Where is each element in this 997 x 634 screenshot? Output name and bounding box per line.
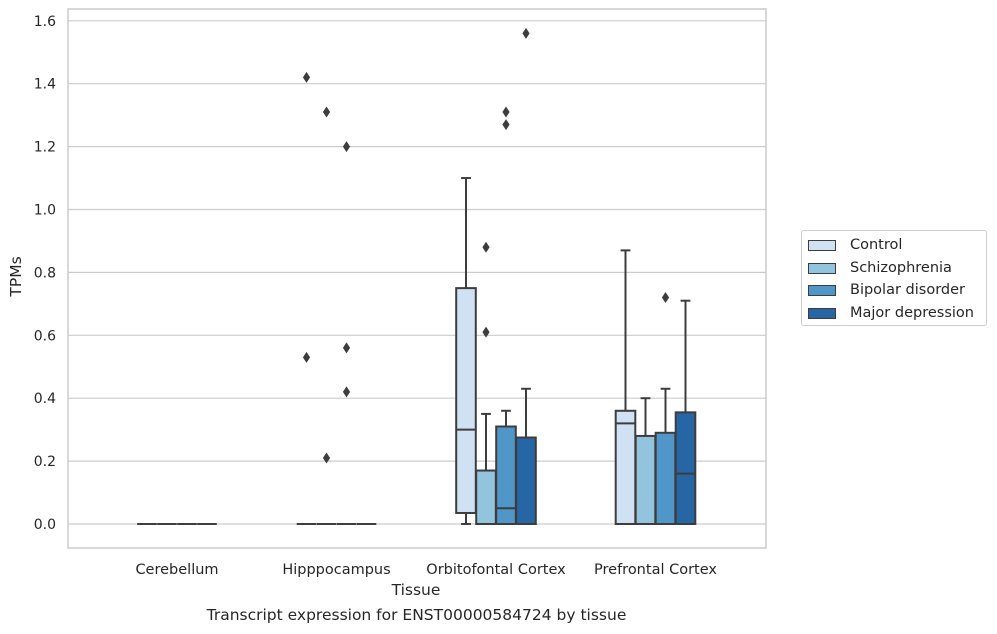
y-tick-label: 1.2 <box>34 140 56 156</box>
x-axis-label: Tissue <box>391 581 441 599</box>
outlier-bipolar-disorder-prefrontal-cortex <box>661 292 670 304</box>
y-tick-label: 1.0 <box>34 203 56 219</box>
legend-item-control: Control <box>808 235 902 255</box>
y-axis-label: TPMs <box>7 256 25 297</box>
chart-caption: Transcript expression for ENST0000058472… <box>206 606 627 624</box>
box-control-prefrontal-cortex <box>614 409 637 525</box>
box-bipolar-disorder-prefrontal-cortex <box>654 431 677 526</box>
legend-label-major-depression: Major depression <box>850 305 974 321</box>
y-tick-label: 0.8 <box>34 265 56 281</box>
outlier-control-hipppocampus <box>302 351 311 363</box>
legend-label-control: Control <box>850 237 903 253</box>
y-tick-label: 0.4 <box>34 391 56 407</box>
x-tick-label-prefrontal-cortex: Prefrontal Cortex <box>594 562 717 578</box>
y-tick-label: 1.6 <box>34 14 56 30</box>
box-bipolar-disorder-orbitofontal-cortex <box>495 425 517 526</box>
legend-item-major-depression: Major depression <box>808 303 974 323</box>
y-tick-label: 0.0 <box>34 517 56 533</box>
legend: Control Schizophrenia Bipolar disorder M… <box>801 230 987 326</box>
x-tick-label-cerebellum: Cerebellum <box>135 562 218 578</box>
y-tick-label: 1.4 <box>34 77 56 93</box>
x-tick-label-hipppocampus: Hipppocampus <box>282 562 390 578</box>
y-tick-label: 0.6 <box>34 328 56 344</box>
outlier-bipolar-disorder-hipppocampus <box>342 141 351 153</box>
legend-swatch-major-depression <box>808 307 836 319</box>
x-tick-label-orbitofontal-cortex: Orbitofontal Cortex <box>426 562 566 578</box>
outlier-bipolar-disorder-orbitofontal-cortex <box>502 106 510 118</box>
y-tick-label: 0.2 <box>34 454 56 470</box>
box-schizophrenia-orbitofontal-cortex <box>475 469 497 526</box>
legend-item-bipolar-disorder: Bipolar disorder <box>808 280 965 300</box>
outlier-bipolar-disorder-hipppocampus <box>342 342 351 354</box>
plot-frame <box>67 8 767 549</box>
legend-swatch-schizophrenia <box>808 262 836 274</box>
outlier-schizophrenia-hipppocampus <box>322 106 331 118</box>
box-major-depression-prefrontal-cortex <box>674 411 697 526</box>
outlier-control-hipppocampus <box>302 71 311 83</box>
legend-swatch-bipolar-disorder <box>808 284 836 296</box>
outlier-bipolar-disorder-orbitofontal-cortex <box>502 119 510 131</box>
outlier-schizophrenia-orbitofontal-cortex <box>482 326 490 338</box>
outlier-schizophrenia-orbitofontal-cortex <box>482 241 490 253</box>
box-major-depression-orbitofontal-cortex <box>515 436 537 526</box>
outlier-schizophrenia-hipppocampus <box>322 452 331 464</box>
box-schizophrenia-prefrontal-cortex <box>634 434 657 525</box>
legend-label-schizophrenia: Schizophrenia <box>850 260 952 276</box>
outlier-major-depression-orbitofontal-cortex <box>522 27 530 39</box>
legend-label-bipolar-disorder: Bipolar disorder <box>850 282 965 298</box>
legend-item-schizophrenia: Schizophrenia <box>808 258 952 278</box>
box-control-orbitofontal-cortex <box>455 287 477 514</box>
legend-swatch-control <box>808 239 836 251</box>
outlier-bipolar-disorder-hipppocampus <box>342 386 351 398</box>
